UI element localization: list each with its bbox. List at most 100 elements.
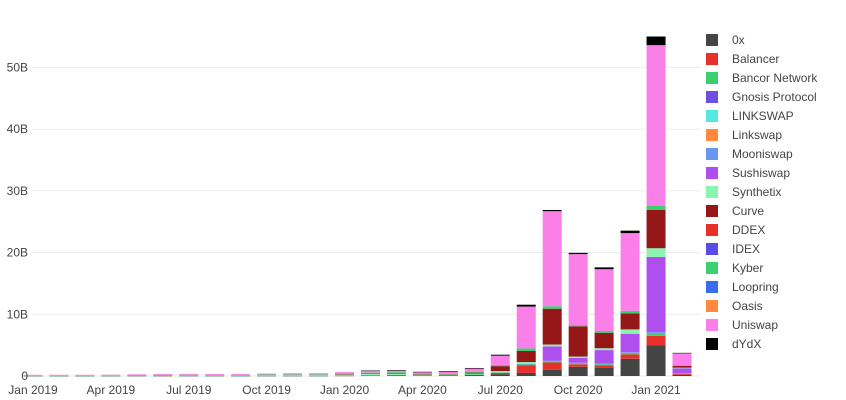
legend-swatch xyxy=(706,52,718,65)
bar-segment xyxy=(672,365,692,368)
bar-segment xyxy=(672,368,692,374)
legend-swatch xyxy=(706,242,718,255)
legend-label: Bancor Network xyxy=(732,70,818,85)
bar-segment xyxy=(75,375,95,377)
gridlines xyxy=(32,66,700,377)
bar-segment xyxy=(490,374,510,376)
bar-segment xyxy=(594,332,614,349)
bar-segment xyxy=(516,306,536,349)
bar-segment xyxy=(101,375,121,376)
bar-segment xyxy=(646,333,666,336)
y-tick-label: 30B xyxy=(7,184,28,198)
legend-item[interactable]: Gnosis Protocol xyxy=(706,87,844,106)
bar-segment xyxy=(620,329,640,334)
bar-segment xyxy=(412,373,432,374)
bar-segment xyxy=(516,363,536,365)
bar-segment xyxy=(516,348,536,352)
bar-segment xyxy=(672,373,692,374)
x-tick-label: Jan 2019 xyxy=(8,383,58,397)
bar-segment xyxy=(672,373,692,375)
x-tick-label: Apr 2019 xyxy=(87,383,136,397)
bar-segment xyxy=(127,374,147,376)
bar-segment xyxy=(335,372,355,374)
legend-item[interactable]: IDEX xyxy=(706,239,844,258)
legend-swatch xyxy=(706,71,718,84)
legend-item[interactable]: Kyber xyxy=(706,258,844,277)
bar-segment xyxy=(412,375,432,377)
x-tick-label: Jan 2021 xyxy=(631,383,681,397)
bar-segment xyxy=(205,375,225,377)
bar-segment xyxy=(568,366,588,376)
bar-segment xyxy=(620,352,640,355)
legend-label: Synthetix xyxy=(732,184,782,199)
bar-segment xyxy=(568,362,588,364)
bar-segment xyxy=(464,374,484,376)
legend-item[interactable]: 0x xyxy=(706,30,844,49)
legend-item[interactable]: Sushiswap xyxy=(706,163,844,182)
legend-item[interactable]: Curve xyxy=(706,201,844,220)
bar-segment xyxy=(438,371,458,374)
bar-segment xyxy=(360,370,380,372)
bar-segment xyxy=(360,375,380,377)
bars xyxy=(23,36,692,377)
legend-swatch xyxy=(706,337,718,350)
bar-segment xyxy=(464,371,484,373)
legend-item[interactable]: Balancer xyxy=(706,49,844,68)
bar-segment xyxy=(594,364,614,366)
bar-segment xyxy=(672,365,692,367)
bar-segment xyxy=(231,375,251,377)
legend-item[interactable]: Loopring xyxy=(706,277,844,296)
legend-label: Linkswap xyxy=(732,127,783,142)
bar-segment xyxy=(620,354,640,359)
legend-swatch xyxy=(706,261,718,274)
bar-segment xyxy=(490,364,510,367)
bar-segment xyxy=(438,375,458,376)
bar-segment xyxy=(594,330,614,333)
legend-label: Uniswap xyxy=(732,317,779,332)
bar-segment xyxy=(568,326,588,357)
legend-item[interactable]: Mooniswap xyxy=(706,144,844,163)
bar-segment xyxy=(542,209,562,212)
bar-segment xyxy=(646,209,666,249)
bar-segment xyxy=(490,355,510,365)
legend-item[interactable]: DDEX xyxy=(706,220,844,239)
bar-segment xyxy=(335,375,355,376)
legend-swatch xyxy=(706,128,718,141)
legend-item[interactable]: Linkswap xyxy=(706,125,844,144)
bar-segment xyxy=(490,354,510,356)
bar-segment xyxy=(438,374,458,376)
bar-segment xyxy=(542,306,562,309)
bar-segment xyxy=(542,362,562,370)
legend-label: Kyber xyxy=(732,260,764,275)
bar-segment xyxy=(594,365,614,368)
legend-label: IDEX xyxy=(732,241,761,256)
bar-segment xyxy=(516,362,536,364)
legend-item[interactable]: dYdX xyxy=(706,334,844,353)
bar-segment xyxy=(568,325,588,327)
bar-segment xyxy=(568,363,588,365)
bar-segment xyxy=(594,269,614,331)
bar-segment xyxy=(23,375,43,377)
bar-segment xyxy=(568,254,588,326)
legend-item[interactable]: Synthetix xyxy=(706,182,844,201)
y-tick-label: 10B xyxy=(7,307,28,321)
bar-segment xyxy=(412,371,432,373)
bar-segment xyxy=(594,348,614,351)
bar-segment xyxy=(672,353,692,366)
bar-segment xyxy=(153,374,173,376)
legend-item[interactable]: Oasis xyxy=(706,296,844,315)
bar-segment xyxy=(49,375,69,377)
bar-segment xyxy=(594,367,614,376)
legend-item[interactable]: LINKSWAP xyxy=(706,106,844,125)
bar-segment xyxy=(542,361,562,363)
legend-item[interactable]: Bancor Network xyxy=(706,68,844,87)
legend: 0x Balancer Bancor Network Gnosis Protocol L… xyxy=(706,30,844,353)
bar-segment xyxy=(386,370,406,371)
legend-item[interactable]: Uniswap xyxy=(706,315,844,334)
legend-swatch xyxy=(706,33,718,46)
x-tick-label: Apr 2020 xyxy=(398,383,447,397)
bar-segment xyxy=(101,375,121,377)
bar-segment xyxy=(360,375,380,376)
x-tick-label: Jan 2020 xyxy=(320,383,370,397)
bar-segment xyxy=(646,36,666,46)
